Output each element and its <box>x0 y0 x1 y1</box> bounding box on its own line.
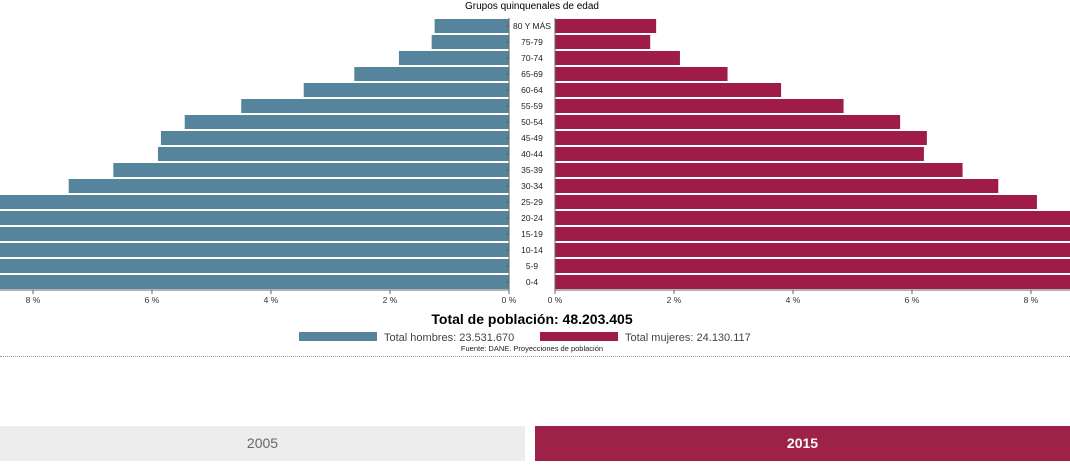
x-tick-label: 0 % <box>502 295 517 305</box>
age-group-label: 0-4 <box>526 277 539 287</box>
tab-2015[interactable]: 2015 <box>535 426 1070 461</box>
bar-male <box>113 163 509 177</box>
x-tick-label: 4 % <box>264 295 279 305</box>
source-note: Fuente: DANE. Proyecciones de población <box>461 344 603 353</box>
legend-swatch-male <box>299 332 377 341</box>
bar-male <box>303 83 509 97</box>
bar-female <box>555 51 680 65</box>
bar-female <box>555 227 1070 241</box>
age-group-label: 10-14 <box>521 245 543 255</box>
bar-female <box>555 211 1070 225</box>
x-tick-label: 6 % <box>905 295 920 305</box>
bar-female <box>555 259 1070 273</box>
bar-female <box>555 179 999 193</box>
age-group-label: 50-54 <box>521 117 543 127</box>
age-group-label: 80 Y MÁS <box>513 21 551 31</box>
bar-male <box>0 227 509 241</box>
bar-male <box>354 67 509 81</box>
bar-male <box>160 131 510 145</box>
bar-female <box>555 35 651 49</box>
total-population: Total de población: 48.203.405 <box>431 311 632 327</box>
bar-female <box>555 243 1070 257</box>
bar-female <box>555 99 844 113</box>
bar-female <box>555 131 927 145</box>
age-group-label: 75-79 <box>521 37 543 47</box>
bar-male <box>184 115 509 129</box>
bar-male <box>241 99 509 113</box>
bar-male <box>0 243 509 257</box>
age-group-label: 25-29 <box>521 197 543 207</box>
bar-female <box>555 163 963 177</box>
chart-title: Grupos quinquenales de edad <box>465 1 599 12</box>
bar-male <box>0 275 509 289</box>
age-group-label: 60-64 <box>521 85 543 95</box>
bar-female <box>555 115 901 129</box>
bar-male <box>431 35 509 49</box>
divider <box>0 356 1070 357</box>
tab-2005[interactable]: 2005 <box>0 426 525 461</box>
bar-female <box>555 19 657 33</box>
age-group-label: 20-24 <box>521 213 543 223</box>
x-tick-label: 0 % <box>548 295 563 305</box>
age-group-label: 65-69 <box>521 69 543 79</box>
bar-male <box>398 51 509 65</box>
age-group-label: 35-39 <box>521 165 543 175</box>
age-group-label: 5-9 <box>526 261 539 271</box>
x-tick-label: 8 % <box>26 295 41 305</box>
x-tick-label: 6 % <box>145 295 160 305</box>
x-tick-label: 2 % <box>383 295 398 305</box>
legend-label-female: Total mujeres: 24.130.117 <box>625 332 751 344</box>
bar-male <box>0 259 510 273</box>
bar-male <box>68 179 509 193</box>
bar-male <box>157 147 509 161</box>
age-group-label: 30-34 <box>521 181 543 191</box>
bar-male <box>0 211 509 225</box>
age-group-label: 45-49 <box>521 133 543 143</box>
bar-female <box>555 147 924 161</box>
population-pyramid-chart: Grupos quinquenales de edad 80 Y MÁS 75-79… <box>0 1 1070 353</box>
age-group-label: 70-74 <box>521 53 543 63</box>
bar-female <box>555 275 1070 289</box>
age-group-label: 40-44 <box>521 149 543 159</box>
age-group-label: 15-19 <box>521 229 543 239</box>
legend-label-male: Total hombres: 23.531.670 <box>384 332 514 344</box>
bar-female <box>555 83 782 97</box>
bar-female <box>555 195 1037 209</box>
legend-swatch-female <box>540 332 618 341</box>
bar-male <box>0 195 510 209</box>
x-tick-label: 8 % <box>1024 295 1039 305</box>
year-tabs: 2005 2015 <box>0 426 1070 462</box>
bar-female <box>555 67 728 81</box>
bar-male <box>434 19 509 33</box>
x-tick-label: 4 % <box>786 295 801 305</box>
age-group-label: 55-59 <box>521 101 543 111</box>
x-tick-label: 2 % <box>667 295 682 305</box>
